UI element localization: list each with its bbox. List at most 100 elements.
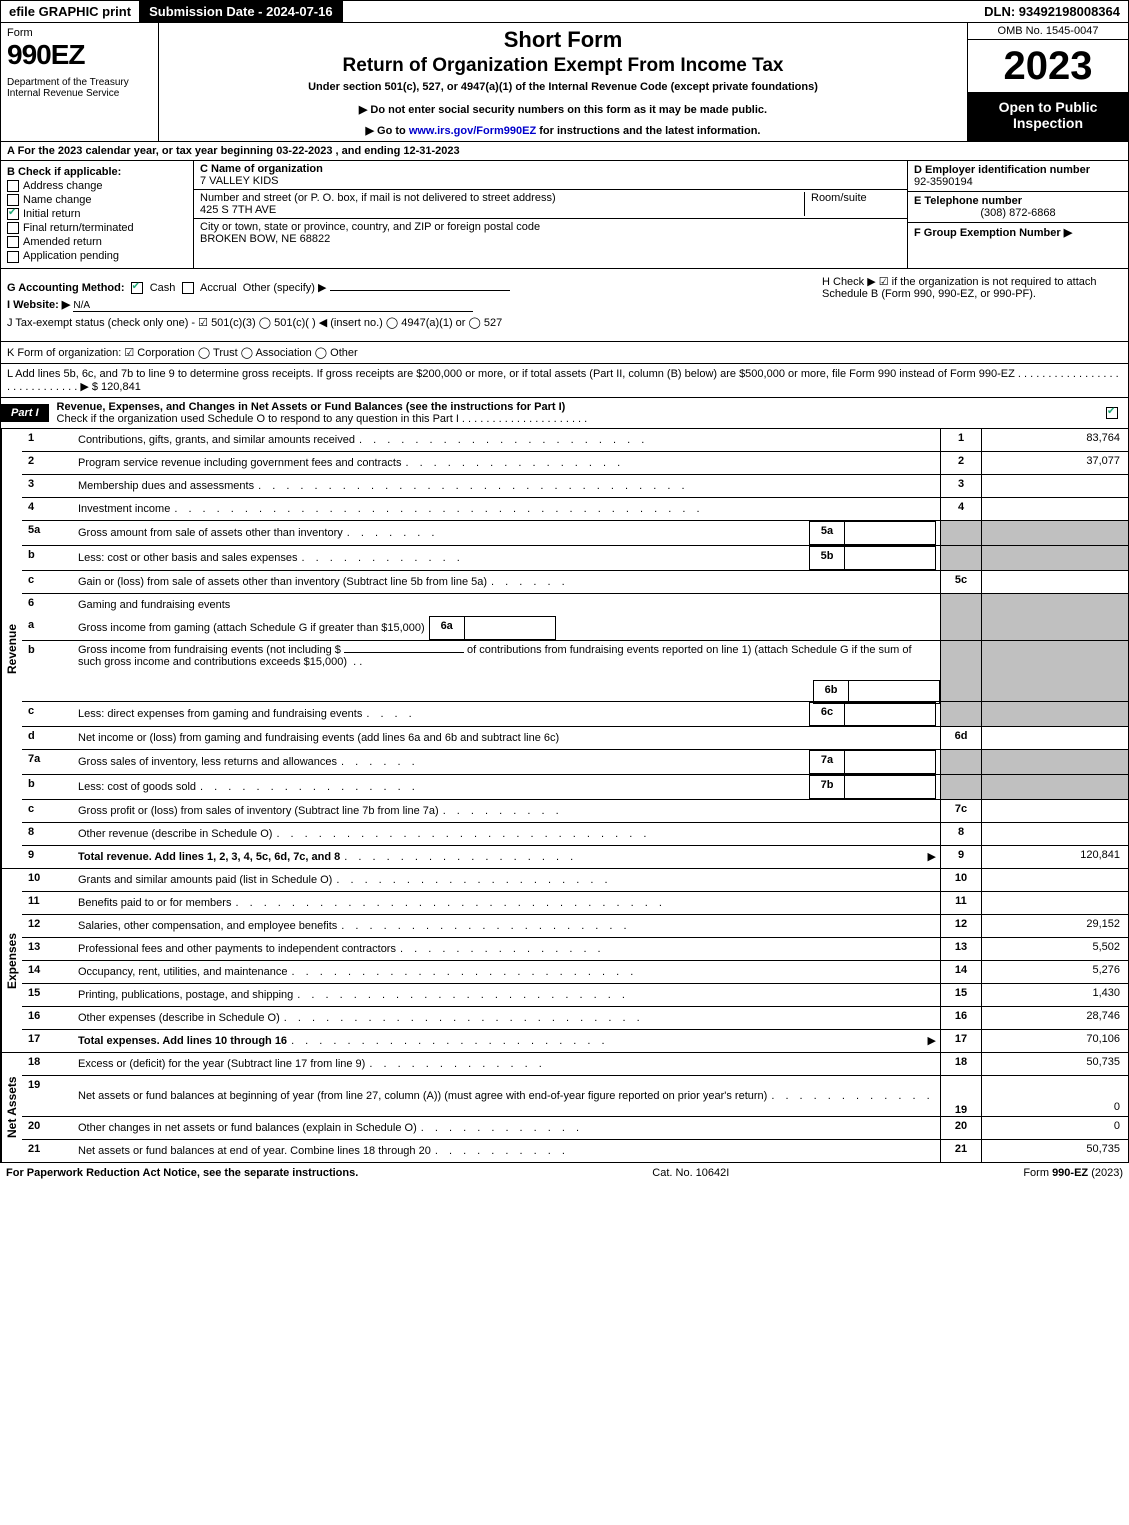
part-i-schedule-o-check[interactable] [1106, 407, 1128, 419]
line-6c-rnum-grey [940, 702, 981, 726]
line-17-desc: Total expenses. Add lines 10 through 16 [78, 1035, 287, 1047]
line-1-val: 83,764 [981, 429, 1128, 451]
line-4-rnum: 4 [940, 498, 981, 520]
ein-field: D Employer identification number 92-3590… [908, 161, 1128, 192]
line-13-val: 5,502 [981, 938, 1128, 960]
chk-application-pending[interactable]: Application pending [7, 250, 187, 262]
line-7c-val [981, 800, 1128, 822]
line-3: 3 Membership dues and assessments. . . .… [22, 475, 1128, 498]
chk-amended-return[interactable]: Amended return [7, 236, 187, 248]
line-9-desc: Total revenue. Add lines 1, 2, 3, 4, 5c,… [78, 851, 340, 863]
line-21-val: 50,735 [981, 1140, 1128, 1162]
chk-cash[interactable] [131, 282, 143, 294]
line-6b-rnum-grey [940, 641, 981, 701]
line-5b-num: b [22, 546, 74, 570]
line-7c-desc: Gross profit or (loss) from sales of inv… [78, 805, 439, 817]
line-11: 11 Benefits paid to or for members. . . … [22, 892, 1128, 915]
line-5c-num: c [22, 571, 74, 593]
section-ghij: G Accounting Method: Cash Accrual Other … [0, 269, 1129, 342]
line-1-desc: Contributions, gifts, grants, and simila… [78, 434, 355, 446]
group-label: F Group Exemption Number ▶ [914, 226, 1122, 239]
expenses-side-label: Expenses [1, 869, 22, 1052]
line-6d-desc: Net income or (loss) from gaming and fun… [78, 732, 559, 744]
line-14: 14 Occupancy, rent, utilities, and maint… [22, 961, 1128, 984]
phone-label: E Telephone number [914, 195, 1122, 207]
chk-address-change[interactable]: Address change [7, 180, 187, 192]
return-title: Return of Organization Exempt From Incom… [167, 55, 959, 77]
line-7b-num: b [22, 775, 74, 799]
line-6b-blank[interactable] [344, 652, 464, 653]
line-7b-inner: 7b [809, 775, 936, 799]
tax-year: 2023 [968, 40, 1128, 93]
line-11-num: 11 [22, 892, 74, 914]
line-5c-val [981, 571, 1128, 593]
right-header-box: OMB No. 1545-0047 2023 Open to Public In… [967, 23, 1128, 141]
line-6d: d Net income or (loss) from gaming and f… [22, 727, 1128, 750]
line-a-tax-year: A For the 2023 calendar year, or tax yea… [0, 142, 1129, 161]
line-21-desc: Net assets or fund balances at end of ye… [78, 1145, 431, 1157]
line-3-rnum: 3 [940, 475, 981, 497]
cash-label: Cash [150, 282, 176, 294]
line-14-val: 5,276 [981, 961, 1128, 983]
line-12-val: 29,152 [981, 915, 1128, 937]
form-ref: Form 990-EZ (2023) [1023, 1167, 1123, 1179]
box-c-org-info: C Name of organization 7 VALLEY KIDS Num… [194, 161, 907, 268]
line-6b-desc-pre: Gross income from fundraising events (no… [78, 644, 341, 656]
do-not-enter: ▶ Do not enter social security numbers o… [167, 103, 959, 116]
line-10: 10 Grants and similar amounts paid (list… [22, 869, 1128, 892]
line-20-num: 20 [22, 1117, 74, 1139]
line-2-desc: Program service revenue including govern… [78, 457, 401, 469]
line-15-desc: Printing, publications, postage, and shi… [78, 989, 293, 1001]
line-5a-rval-grey [981, 521, 1128, 545]
line-6a-rval-grey [981, 616, 1128, 640]
line-2: 2 Program service revenue including gove… [22, 452, 1128, 475]
revenue-side-label: Revenue [1, 429, 22, 868]
line-19: 19 Net assets or fund balances at beginn… [22, 1076, 1128, 1117]
line-21-rnum: 21 [940, 1140, 981, 1162]
efile-print-label[interactable]: efile GRAPHIC print [1, 1, 139, 22]
line-10-rnum: 10 [940, 869, 981, 891]
line-6b-num: b [22, 641, 74, 701]
line-16-val: 28,746 [981, 1007, 1128, 1029]
line-18-desc: Excess or (deficit) for the year (Subtra… [78, 1058, 365, 1070]
irs-link[interactable]: www.irs.gov/Form990EZ [409, 125, 536, 137]
other-specify-input[interactable] [330, 290, 510, 291]
section-bcd: B Check if applicable: Address change Na… [0, 161, 1129, 269]
chk-final-return[interactable]: Final return/terminated [7, 222, 187, 234]
line-7a-rnum-grey [940, 750, 981, 774]
line-7a-desc: Gross sales of inventory, less returns a… [78, 756, 337, 768]
revenue-section: Revenue 1 Contributions, gifts, grants, … [0, 429, 1129, 869]
line-6a-rnum-grey [940, 616, 981, 640]
line-16-desc: Other expenses (describe in Schedule O) [78, 1012, 280, 1024]
line-j-tax-exempt: J Tax-exempt status (check only one) - ☑… [7, 316, 1122, 329]
line-14-rnum: 14 [940, 961, 981, 983]
catalog-number: Cat. No. 10642I [652, 1167, 729, 1179]
line-18-rnum: 18 [940, 1053, 981, 1075]
phone-field: E Telephone number (308) 872-6868 [908, 192, 1128, 223]
page-footer: For Paperwork Reduction Act Notice, see … [0, 1163, 1129, 1183]
line-15-num: 15 [22, 984, 74, 1006]
paperwork-notice: For Paperwork Reduction Act Notice, see … [6, 1167, 358, 1179]
line-12: 12 Salaries, other compensation, and emp… [22, 915, 1128, 938]
org-name-field: C Name of organization 7 VALLEY KIDS [194, 161, 907, 190]
line-12-desc: Salaries, other compensation, and employ… [78, 920, 337, 932]
part-i-header: Part I Revenue, Expenses, and Changes in… [0, 398, 1129, 429]
omb-number: OMB No. 1545-0047 [968, 23, 1128, 40]
line-5a-inner: 5a [809, 521, 936, 545]
chk-accrual[interactable] [182, 282, 194, 294]
line-7b-rval-grey [981, 775, 1128, 799]
line-5a-rnum-grey [940, 521, 981, 545]
line-6c-inner: 6c [809, 702, 936, 726]
line-13: 13 Professional fees and other payments … [22, 938, 1128, 961]
line-6d-rnum: 6d [940, 727, 981, 749]
line-6-desc: Gaming and fundraising events [78, 599, 230, 611]
line-5a-desc: Gross amount from sale of assets other t… [78, 527, 343, 539]
line-7a-inner: 7a [809, 750, 936, 774]
chk-initial-return[interactable]: Initial return [7, 208, 187, 220]
line-6b-rval-grey [981, 641, 1128, 701]
chk-name-change[interactable]: Name change [7, 194, 187, 206]
line-7c: c Gross profit or (loss) from sales of i… [22, 800, 1128, 823]
line-11-rnum: 11 [940, 892, 981, 914]
goto-instructions: ▶ Go to www.irs.gov/Form990EZ for instru… [167, 124, 959, 137]
line-3-val [981, 475, 1128, 497]
